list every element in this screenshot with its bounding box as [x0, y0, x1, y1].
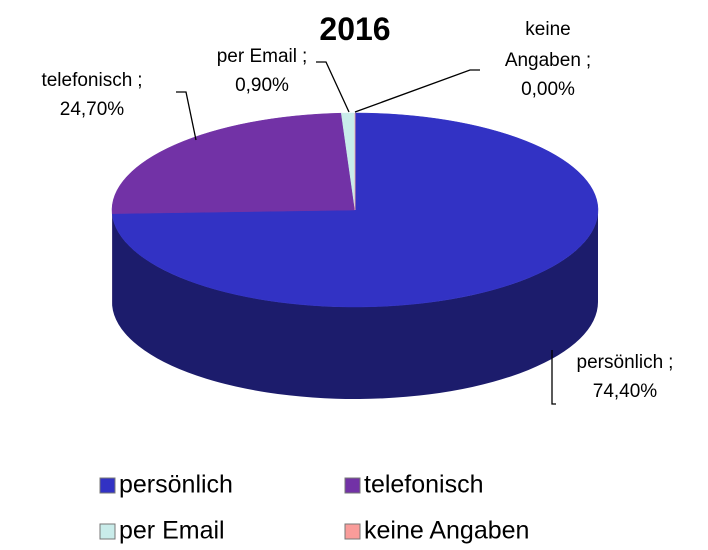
leader-line [176, 91, 197, 141]
label-value: 24,70% [60, 99, 125, 120]
leader-line [354, 69, 480, 113]
data-label: keine Angaben; 0,00% [505, 19, 591, 100]
label-separator: ; [668, 352, 673, 373]
leader-line [316, 61, 350, 113]
data-label: telefonisch; 24,70% [41, 70, 142, 120]
legend-swatch [99, 523, 116, 540]
legend-label: per Email [119, 517, 225, 545]
chart-title: 2016 [319, 11, 390, 47]
label-name: per Email [217, 46, 297, 67]
legend-swatch [99, 477, 116, 494]
label-name: telefonisch [41, 70, 132, 91]
label-separator: ; [586, 50, 591, 71]
label-name: Angaben [505, 50, 581, 71]
data-label: per Email; 0,90% [217, 46, 308, 96]
label-value: 0,00% [521, 79, 575, 100]
slice [111, 112, 356, 214]
leader-line [551, 350, 556, 405]
label-name: keine [525, 19, 570, 40]
label-name: persönlich [577, 352, 664, 373]
data-label: persönlich; 74,40% [577, 352, 674, 402]
label-separator: ; [137, 70, 142, 91]
legend-swatch [344, 477, 361, 494]
legend-label: persönlich [119, 471, 233, 499]
label-separator: ; [302, 46, 307, 67]
legend-label: keine Angaben [364, 517, 529, 545]
slice-side [112, 210, 598, 400]
label-value: 0,90% [235, 75, 289, 96]
legend-label: telefonisch [364, 471, 484, 499]
label-value: 74,40% [593, 381, 658, 402]
legend-swatch [344, 523, 361, 540]
